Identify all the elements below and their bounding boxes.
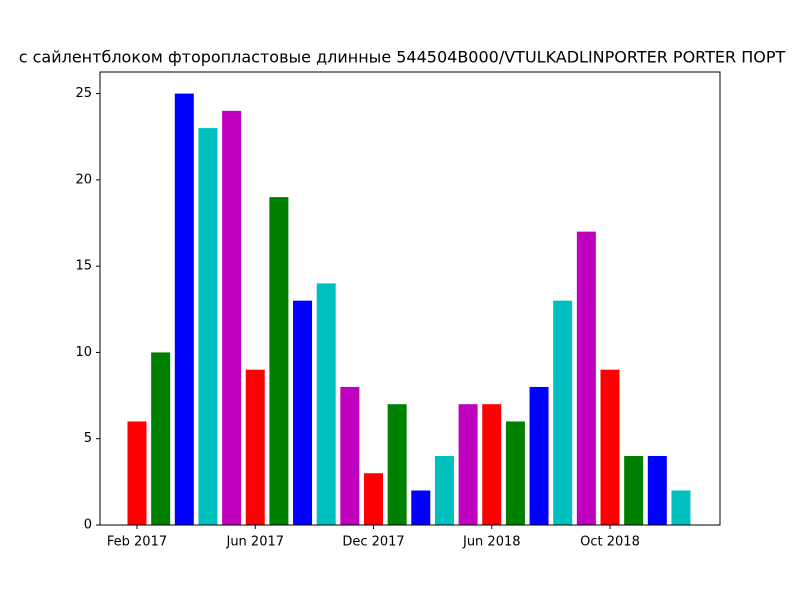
y-tick-label: 5 — [84, 431, 92, 446]
bar — [245, 369, 265, 525]
bar — [411, 490, 431, 525]
y-tick-label: 15 — [75, 259, 92, 274]
x-tick-label: Feb 2017 — [107, 535, 167, 550]
bar — [316, 283, 336, 525]
x-tick-label: Jun 2017 — [225, 535, 284, 550]
bar — [600, 369, 620, 525]
bar — [529, 386, 549, 525]
bar — [293, 300, 313, 525]
bar — [387, 404, 407, 525]
bar — [269, 197, 289, 525]
bar — [340, 386, 360, 525]
bar — [434, 455, 454, 525]
y-tick-label: 10 — [75, 345, 92, 360]
bar — [174, 93, 194, 526]
y-tick-label: 25 — [75, 86, 92, 101]
x-tick-label: Dec 2017 — [342, 535, 404, 550]
bar — [505, 421, 525, 525]
bar — [671, 490, 691, 525]
bar — [222, 110, 242, 525]
bar — [576, 231, 596, 525]
bar — [151, 352, 171, 525]
x-tick-label: Oct 2018 — [580, 535, 640, 550]
bar — [458, 404, 478, 525]
y-tick-label: 20 — [75, 172, 92, 187]
y-tick-label: 0 — [84, 518, 92, 533]
bar — [364, 473, 383, 525]
chart-title: с сайлентблоком фторопластовые длинные 5… — [19, 48, 786, 67]
bar — [553, 300, 573, 525]
bar — [127, 421, 147, 525]
x-tick-label: Jun 2018 — [462, 535, 521, 550]
bar — [624, 455, 644, 525]
bar — [482, 404, 502, 525]
bar — [647, 455, 667, 525]
bar — [198, 128, 218, 526]
plot-frame — [99, 71, 721, 526]
